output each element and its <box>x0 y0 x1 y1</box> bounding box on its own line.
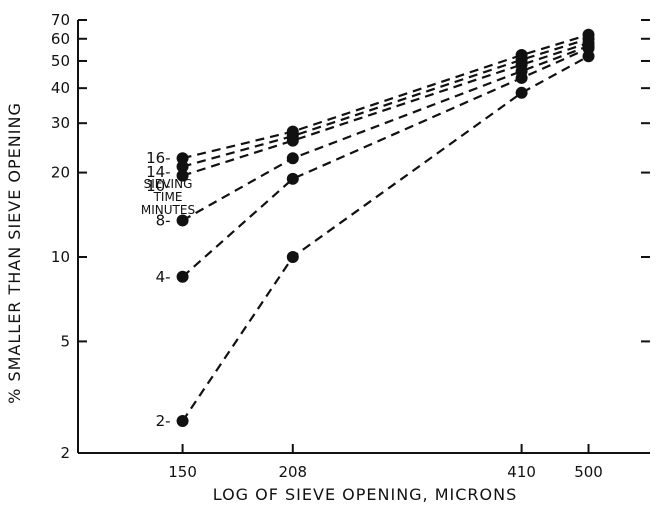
series-label: 4- <box>156 268 171 286</box>
series-line <box>182 37 589 168</box>
series-label: 14- <box>146 163 171 181</box>
data-point <box>176 152 189 165</box>
y-tick-label: 50 <box>51 52 70 70</box>
y-tick-label: 30 <box>51 114 70 132</box>
y-tick-label: 40 <box>51 79 70 97</box>
series-1 <box>176 32 595 173</box>
series-line <box>181 47 589 278</box>
series-label: 16- <box>146 149 171 167</box>
x-tick-label: 150 <box>168 463 197 481</box>
x-tick-label: 410 <box>507 463 536 481</box>
series-label: 10- <box>146 177 171 195</box>
series-4 <box>176 42 595 283</box>
data-point <box>286 250 299 263</box>
y-tick-label: 70 <box>51 11 70 29</box>
x-tick-label: 500 <box>574 463 603 481</box>
data-point <box>515 86 528 99</box>
series-label: 8- <box>156 211 171 229</box>
legend-title-line: MINUTES <box>141 203 195 217</box>
data-point <box>515 71 528 84</box>
legend-title-line: TIME <box>153 190 183 204</box>
series-line <box>182 33 589 160</box>
data-point <box>286 134 299 147</box>
plot-frame <box>77 20 650 454</box>
y-tick-label: 2 <box>60 444 70 462</box>
series-line <box>182 41 589 177</box>
series-line <box>182 45 589 222</box>
y-axis-title: % SMALLER THAN SIEVE OPENING <box>5 102 24 404</box>
data-point <box>286 152 299 165</box>
x-tick-label: 208 <box>278 463 307 481</box>
data-point <box>176 270 189 283</box>
series-line <box>181 55 590 422</box>
series-labels: 16-14-10- 8- 4- 2- <box>146 149 171 430</box>
data-point <box>176 160 189 173</box>
data-point <box>176 214 189 227</box>
y-tick-label: 20 <box>51 164 70 182</box>
data-point <box>286 172 299 185</box>
data-point <box>582 50 595 63</box>
x-axis-ticks: 150 208 410 500 <box>168 444 603 481</box>
x-axis-title: LOG OF SIEVE OPENING, MICRONS <box>213 485 518 504</box>
y-tick-label: 60 <box>51 30 70 48</box>
series-0 <box>176 28 595 165</box>
y-tick-label: 10 <box>51 248 70 266</box>
series-layer <box>176 28 595 428</box>
legend-title-line: SIEVING <box>144 177 193 191</box>
data-point <box>176 415 189 428</box>
data-point <box>176 169 189 182</box>
series-5 <box>176 50 595 428</box>
series-label: 2- <box>156 412 171 430</box>
series-2 <box>176 36 595 182</box>
series-3 <box>176 40 595 227</box>
y-tick-label: 5 <box>60 332 70 350</box>
